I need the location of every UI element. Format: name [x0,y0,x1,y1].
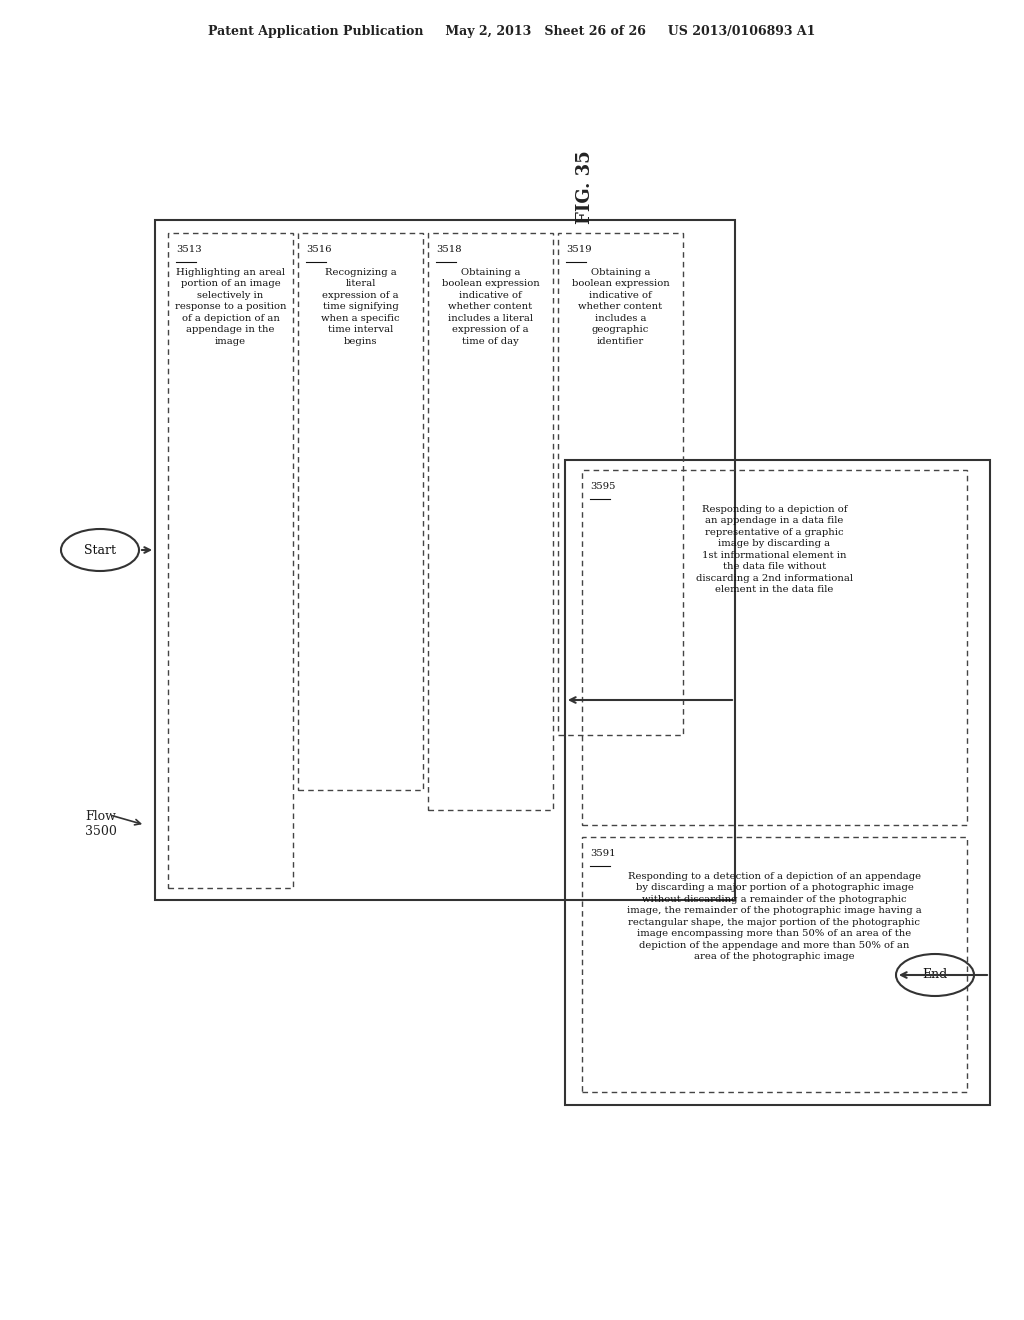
Text: Recognizing a
literal
expression of a
time signifying
when a specific
time inter: Recognizing a literal expression of a ti… [322,268,399,346]
Text: End: End [923,969,947,982]
Text: 3513: 3513 [176,246,202,253]
Text: 3518: 3518 [436,246,462,253]
Text: FIG. 35: FIG. 35 [575,150,594,224]
Bar [298,234,423,789]
Bar [155,220,735,900]
Text: Flow
3500: Flow 3500 [85,810,117,838]
Text: Start: Start [84,544,116,557]
Text: Obtaining a
boolean expression
indicative of
whether content
includes a
geograph: Obtaining a boolean expression indicativ… [571,268,670,346]
Bar [582,470,967,825]
Bar [428,234,553,810]
Bar [582,837,967,1092]
Text: Responding to a detection of a depiction of an appendage
by discarding a major p: Responding to a detection of a depiction… [627,873,922,961]
Text: 3591: 3591 [590,849,615,858]
Text: 3519: 3519 [566,246,592,253]
Bar [168,234,293,888]
Text: 3516: 3516 [306,246,332,253]
Text: Obtaining a
boolean expression
indicative of
whether content
includes a literal
: Obtaining a boolean expression indicativ… [441,268,540,346]
Bar [565,459,990,1105]
Text: Responding to a depiction of
an appendage in a data file
representative of a gra: Responding to a depiction of an appendag… [696,506,853,594]
Text: Highlighting an areal
portion of an image
selectively in
response to a position
: Highlighting an areal portion of an imag… [175,268,287,346]
Bar [558,234,683,735]
Text: 3595: 3595 [590,482,615,491]
Text: Patent Application Publication     May 2, 2013   Sheet 26 of 26     US 2013/0106: Patent Application Publication May 2, 20… [208,25,816,38]
